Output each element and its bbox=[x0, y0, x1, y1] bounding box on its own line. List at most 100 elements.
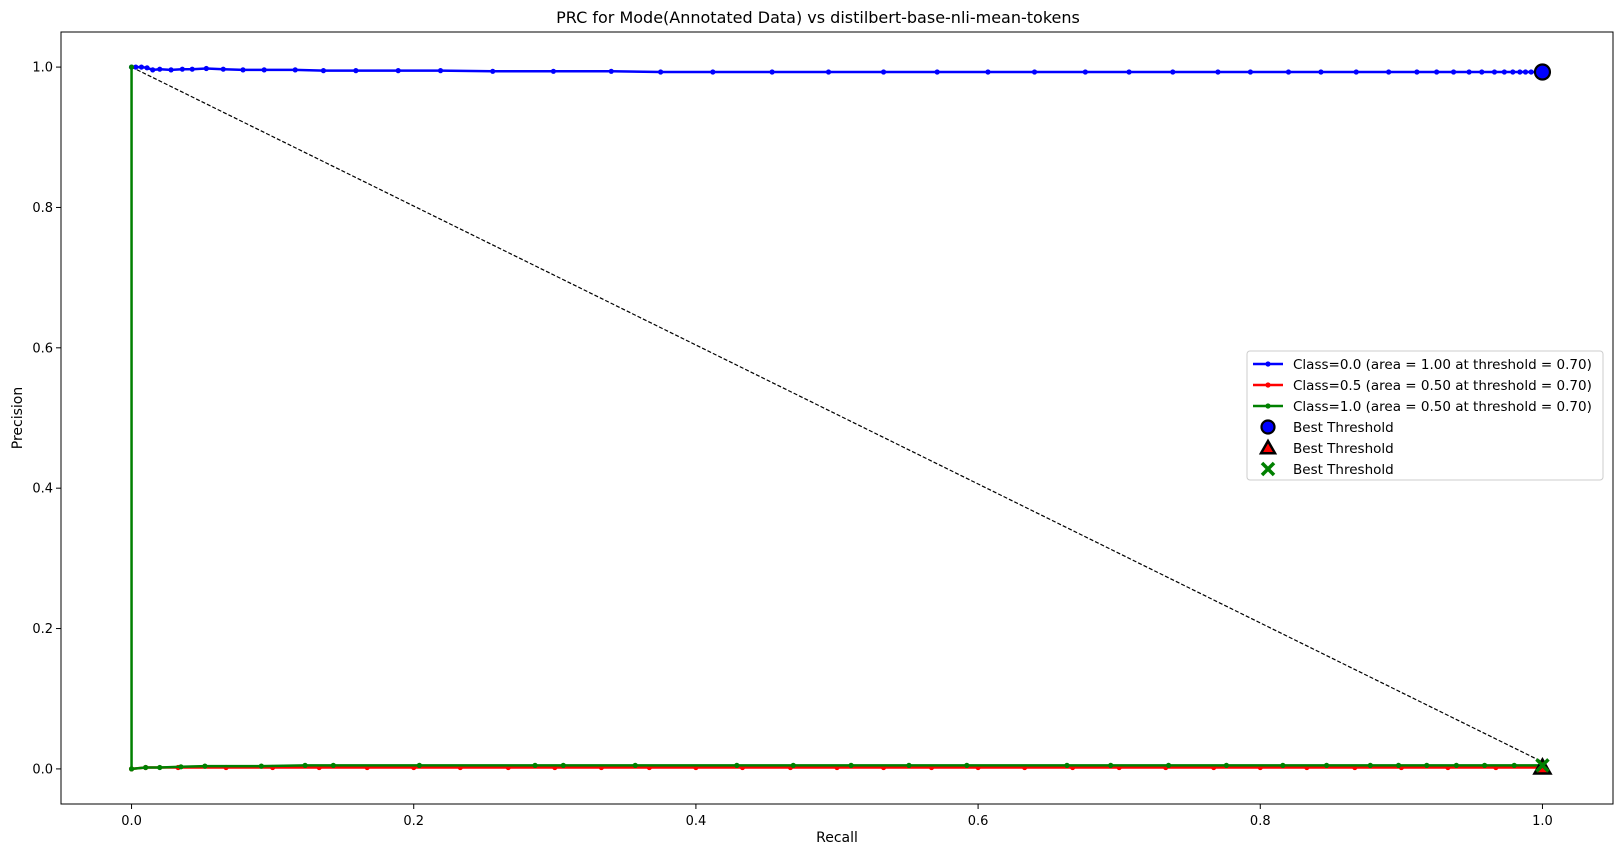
legend-box bbox=[1246, 350, 1604, 481]
legend-entry: Best Threshold bbox=[1260, 461, 1394, 478]
data-point bbox=[1126, 69, 1132, 75]
data-point bbox=[292, 67, 298, 73]
data-point bbox=[144, 65, 150, 71]
best-threshold-circle-marker bbox=[1260, 419, 1276, 435]
reference-dashed-line bbox=[131, 66, 1543, 763]
data-point bbox=[560, 762, 566, 769]
data-point bbox=[790, 762, 796, 769]
data-point bbox=[203, 65, 209, 72]
data-point bbox=[1501, 69, 1507, 75]
legend-label: Best Threshold bbox=[1293, 462, 1394, 478]
data-point bbox=[1323, 762, 1330, 769]
y-tick-label: 0.2 bbox=[32, 622, 53, 637]
data-point bbox=[1170, 69, 1176, 75]
data-point bbox=[1280, 762, 1286, 769]
best-threshold-x-marker bbox=[1260, 461, 1276, 477]
data-point bbox=[128, 766, 135, 772]
legend: Class=0.0 (area = 1.00 at threshold = 0.… bbox=[1246, 350, 1604, 481]
y-tick-label: 0.6 bbox=[32, 341, 53, 356]
x-stroke bbox=[1535, 758, 1550, 773]
legend-entry: Best Threshold bbox=[1260, 419, 1394, 436]
best-threshold-triangle-marker bbox=[1258, 438, 1278, 455]
data-point bbox=[1082, 69, 1088, 75]
data-point bbox=[985, 69, 991, 75]
y-axis-label: Precision bbox=[10, 387, 26, 449]
legend-label: Class=0.5 (area = 0.50 at threshold = 0.… bbox=[1293, 378, 1592, 394]
plot-area bbox=[128, 63, 1553, 775]
x-tick-label: 0.8 bbox=[1250, 814, 1271, 829]
data-point bbox=[1466, 69, 1472, 75]
data-point bbox=[1215, 69, 1221, 75]
legend-entry: Class=1.0 (area = 0.50 at threshold = 0.… bbox=[1253, 399, 1592, 415]
data-point bbox=[416, 762, 422, 769]
data-point bbox=[157, 764, 163, 771]
data-point bbox=[178, 764, 184, 770]
y-tick-label: 0.4 bbox=[32, 482, 53, 497]
data-point bbox=[189, 66, 195, 72]
data-point bbox=[395, 68, 401, 74]
data-point bbox=[1031, 69, 1038, 75]
data-point bbox=[1386, 69, 1392, 75]
data-point bbox=[138, 64, 145, 70]
data-point bbox=[1247, 69, 1253, 75]
plot-frame bbox=[60, 31, 1614, 805]
data-point bbox=[202, 763, 208, 769]
chart-title: PRC for Mode(Annotated Data) vs distilbe… bbox=[556, 8, 1080, 27]
data-point bbox=[906, 762, 912, 769]
series-line bbox=[131, 65, 1543, 74]
data-point bbox=[150, 67, 156, 73]
y-tick-label: 1.0 bbox=[32, 61, 53, 76]
data-point bbox=[1522, 69, 1529, 75]
data-point bbox=[964, 762, 970, 769]
data-point bbox=[1367, 762, 1373, 769]
data-point bbox=[710, 69, 716, 75]
series-line bbox=[131, 766, 1543, 771]
legend-point-swatch bbox=[1265, 382, 1271, 388]
best-threshold-circle-marker bbox=[1533, 63, 1552, 81]
data-point bbox=[143, 764, 149, 771]
y-tick-label: 0.8 bbox=[32, 201, 53, 216]
data-point bbox=[1511, 762, 1517, 769]
best-threshold-x-marker bbox=[1535, 758, 1550, 773]
data-point bbox=[128, 64, 135, 70]
legend-label: Class=0.0 (area = 1.00 at threshold = 0.… bbox=[1293, 357, 1592, 373]
data-point bbox=[490, 68, 496, 74]
data-point bbox=[608, 68, 614, 74]
data-point bbox=[1395, 762, 1402, 769]
data-point bbox=[240, 67, 246, 73]
x-tick-label: 0.4 bbox=[686, 814, 707, 829]
x-axis: 0.0 0.2 0.4 0.6 0.8 1.0 bbox=[121, 804, 1553, 829]
data-point bbox=[261, 67, 267, 73]
data-point bbox=[734, 762, 740, 769]
x-tick-label: 0.0 bbox=[121, 814, 142, 829]
data-point bbox=[1424, 762, 1430, 769]
data-point bbox=[168, 67, 174, 73]
legend-label: Best Threshold bbox=[1293, 420, 1394, 436]
data-point bbox=[1165, 762, 1172, 769]
legend-entry: Class=0.0 (area = 1.00 at threshold = 0.… bbox=[1253, 357, 1592, 373]
legend-entry: Best Threshold bbox=[1258, 438, 1394, 457]
data-point bbox=[1108, 762, 1114, 769]
legend-entry: Class=0.5 (area = 0.50 at threshold = 0.… bbox=[1253, 378, 1592, 394]
y-tick-label: 0.0 bbox=[32, 762, 53, 777]
data-point bbox=[1285, 69, 1292, 75]
data-point bbox=[330, 762, 336, 769]
data-point bbox=[179, 66, 185, 72]
data-point bbox=[1517, 69, 1523, 75]
data-point bbox=[353, 68, 359, 74]
data-point bbox=[1482, 762, 1488, 769]
data-point bbox=[1453, 762, 1459, 769]
data-point bbox=[769, 69, 775, 75]
y-axis: 0.0 0.2 0.4 0.6 0.8 1.0 bbox=[32, 61, 61, 777]
series-2 bbox=[128, 64, 1546, 772]
data-point bbox=[532, 762, 538, 769]
series-0 bbox=[128, 64, 1546, 75]
legend-point-swatch bbox=[1265, 361, 1271, 367]
x-tick-label: 0.6 bbox=[968, 814, 989, 829]
data-point bbox=[258, 763, 264, 769]
data-point bbox=[632, 762, 638, 769]
data-point bbox=[1450, 69, 1457, 75]
data-point bbox=[880, 69, 887, 75]
data-point bbox=[1223, 762, 1230, 769]
